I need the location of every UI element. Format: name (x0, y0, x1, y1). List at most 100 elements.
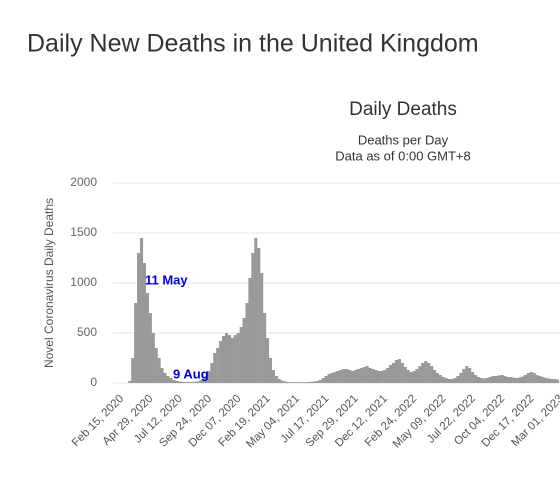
bar (315, 381, 319, 383)
bar (242, 318, 246, 383)
bar (479, 378, 483, 383)
bar (227, 335, 232, 383)
bar (233, 335, 237, 383)
bar (350, 371, 355, 383)
bar (353, 370, 357, 383)
bar (166, 376, 170, 383)
bar (251, 253, 255, 383)
bar (295, 382, 299, 383)
bar (327, 374, 331, 383)
bar (488, 377, 492, 383)
bar (292, 382, 296, 383)
bar (186, 382, 190, 383)
bar (321, 378, 325, 383)
bar (380, 371, 384, 383)
bar (189, 382, 193, 383)
bar (236, 333, 240, 383)
bar (517, 377, 522, 383)
bar (471, 372, 475, 383)
bar (403, 367, 407, 383)
bar (386, 368, 390, 383)
bar (532, 373, 536, 383)
bar (224, 333, 229, 383)
bar (512, 377, 516, 383)
bar (339, 370, 343, 383)
bar (163, 373, 167, 383)
bar (283, 381, 287, 383)
bar (550, 379, 554, 383)
bar (274, 376, 278, 383)
page-title: Daily New Deaths in the United Kingdom (27, 30, 479, 58)
bar (333, 372, 337, 383)
bar (180, 381, 185, 383)
chart-note: Data as of 0:00 GMT+8 (335, 148, 470, 163)
bar (500, 375, 504, 383)
bar (441, 377, 445, 383)
bar (459, 373, 463, 383)
bar (304, 382, 308, 383)
bar (345, 369, 349, 383)
bar (391, 363, 396, 383)
bar (415, 369, 419, 383)
bar (503, 376, 507, 383)
bar (128, 381, 132, 383)
y-tick-label: 1000 (70, 275, 97, 289)
bar (430, 366, 434, 383)
bar (520, 376, 525, 383)
bar (277, 379, 281, 383)
bar (374, 370, 378, 383)
bar (438, 375, 442, 383)
bar (494, 376, 498, 383)
bar (397, 359, 401, 383)
bar (553, 379, 557, 383)
bar (473, 375, 478, 383)
bar (145, 293, 149, 383)
bar (509, 377, 513, 383)
bar (359, 368, 363, 383)
bar (506, 377, 510, 383)
bar (265, 338, 270, 383)
bar (544, 378, 548, 383)
bar (139, 238, 144, 383)
bar (157, 358, 161, 383)
bar (541, 377, 545, 383)
bar (526, 373, 530, 383)
bar (371, 369, 375, 383)
bar (529, 372, 533, 383)
bar (134, 303, 138, 383)
y-tick-label: 1500 (70, 225, 97, 239)
bar (207, 371, 211, 383)
bar (263, 313, 267, 383)
bar (151, 333, 155, 383)
bar (178, 381, 182, 383)
bar (201, 379, 205, 383)
annotation: 9 Aug (173, 366, 209, 381)
bar (435, 373, 440, 383)
bar (362, 367, 366, 383)
bar (160, 368, 164, 383)
y-tick-label: 2000 (70, 175, 97, 189)
bar (348, 370, 352, 383)
bar (400, 363, 404, 383)
bar (547, 378, 551, 383)
y-axis-label: Novel Coronavirus Daily Deaths (42, 198, 56, 368)
bar (286, 382, 290, 383)
bar (268, 358, 273, 383)
bar (318, 380, 322, 383)
bar (175, 381, 179, 383)
bar (468, 368, 472, 383)
bar (476, 377, 481, 383)
bar (216, 348, 220, 383)
bar (239, 327, 243, 383)
bar (447, 379, 451, 383)
bar (523, 375, 527, 383)
bar (312, 381, 316, 383)
bar (432, 370, 437, 383)
bar (538, 376, 542, 383)
bar (213, 353, 217, 383)
bar (515, 378, 519, 383)
chart-title: Daily Deaths (349, 99, 457, 120)
bar (394, 360, 399, 383)
bar (222, 336, 226, 383)
bar (192, 381, 196, 383)
